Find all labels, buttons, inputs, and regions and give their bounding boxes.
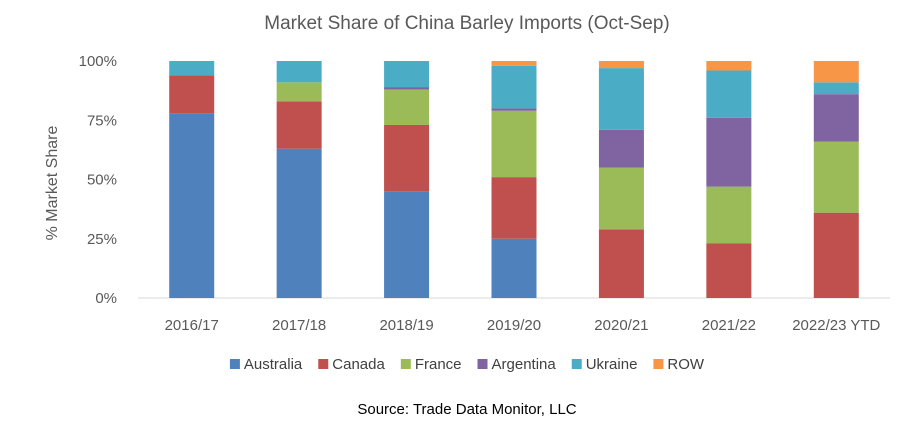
y-tick-label: 100% [79, 53, 117, 70]
bar-segment-ukraine-4 [598, 68, 644, 130]
source-note: Source: Trade Data Monitor, LLC [357, 401, 576, 418]
bar-segment-ukraine-0 [169, 61, 215, 76]
bar-segment-row-5 [706, 61, 752, 71]
x-tick-label: 2021/22 [702, 317, 756, 334]
legend-item-ukraine: Ukraine [571, 356, 638, 373]
bar-segment-france-3 [491, 110, 537, 178]
bar-segment-ukraine-3 [491, 65, 537, 109]
y-tick-label: 25% [87, 231, 117, 248]
y-tick-label: 0% [95, 290, 117, 307]
bar-segment-australia-1 [276, 148, 322, 298]
legend-item-row: ROW [653, 356, 705, 373]
legend-swatch [477, 359, 488, 369]
bar-segment-canada-1 [276, 101, 322, 149]
x-tick-label: 2019/20 [487, 317, 541, 334]
x-tick-label: 2016/17 [165, 317, 219, 334]
legend-label: ROW [667, 356, 705, 373]
bar-segment-row-6 [813, 61, 859, 83]
x-axis-ticks: 2016/17 2017/18 2018/19 2019/20 2020/21 2021/… [165, 317, 881, 334]
legend-item-france: France [400, 356, 462, 373]
y-axis-label: % Market Share [44, 126, 61, 241]
chart-title: Market Share of China Barley Imports (Oc… [264, 13, 669, 34]
bar-segment-france-5 [706, 186, 752, 244]
y-axis-ticks: 0% 25% 50% 75% 100% [79, 53, 117, 307]
bar-segment-row-4 [598, 61, 644, 69]
bar-segment-france-6 [813, 141, 859, 213]
bar-segment-australia-3 [491, 238, 537, 298]
bar-segment-france-4 [598, 167, 644, 230]
bar-segment-australia-0 [169, 113, 215, 298]
bar-segment-australia-2 [384, 191, 430, 298]
bar-segment-canada-0 [169, 75, 215, 114]
legend-swatch [653, 359, 664, 369]
bar-segment-france-2 [384, 89, 430, 125]
legend-swatch [400, 359, 411, 369]
bar-segment-ukraine-5 [706, 70, 752, 118]
legend-item-australia: Australia [229, 356, 303, 373]
x-tick-label: 2018/19 [379, 317, 433, 334]
legend-swatch [229, 359, 240, 369]
bar-segment-argentina-3 [491, 108, 537, 111]
bar-segment-canada-5 [706, 243, 752, 298]
legend-label: Argentina [492, 356, 557, 373]
legend-swatch [318, 359, 329, 369]
bar-segment-argentina-6 [813, 94, 859, 142]
bar-segment-ukraine-2 [384, 61, 430, 88]
legend: Australia Canada France Argentina Ukraine ROW [229, 356, 705, 373]
bar-segment-argentina-5 [706, 117, 752, 187]
bar-segment-canada-4 [598, 229, 644, 298]
bar-segment-canada-3 [491, 177, 537, 239]
x-tick-label: 2022/23 YTD [792, 317, 880, 334]
bar-segment-row-3 [491, 61, 537, 66]
legend-label: France [415, 356, 462, 373]
y-tick-label: 75% [87, 112, 117, 129]
bar-segment-ukraine-6 [813, 82, 859, 95]
bar-segment-ukraine-1 [276, 61, 322, 83]
legend-label: Australia [244, 356, 303, 373]
legend-item-argentina: Argentina [477, 356, 557, 373]
bar-segment-argentina-2 [384, 87, 430, 90]
bar-segment-canada-6 [813, 212, 859, 298]
legend-label: Canada [332, 356, 385, 373]
bar-segment-france-1 [276, 82, 322, 102]
x-tick-label: 2017/18 [272, 317, 326, 334]
y-tick-label: 50% [87, 172, 117, 189]
legend-item-canada: Canada [318, 356, 385, 373]
bar-segment-argentina-4 [598, 129, 644, 168]
legend-swatch [571, 359, 582, 369]
bars-group [169, 61, 859, 298]
bar-segment-canada-2 [384, 124, 430, 192]
x-tick-label: 2020/21 [594, 317, 648, 334]
legend-label: Ukraine [586, 356, 638, 373]
